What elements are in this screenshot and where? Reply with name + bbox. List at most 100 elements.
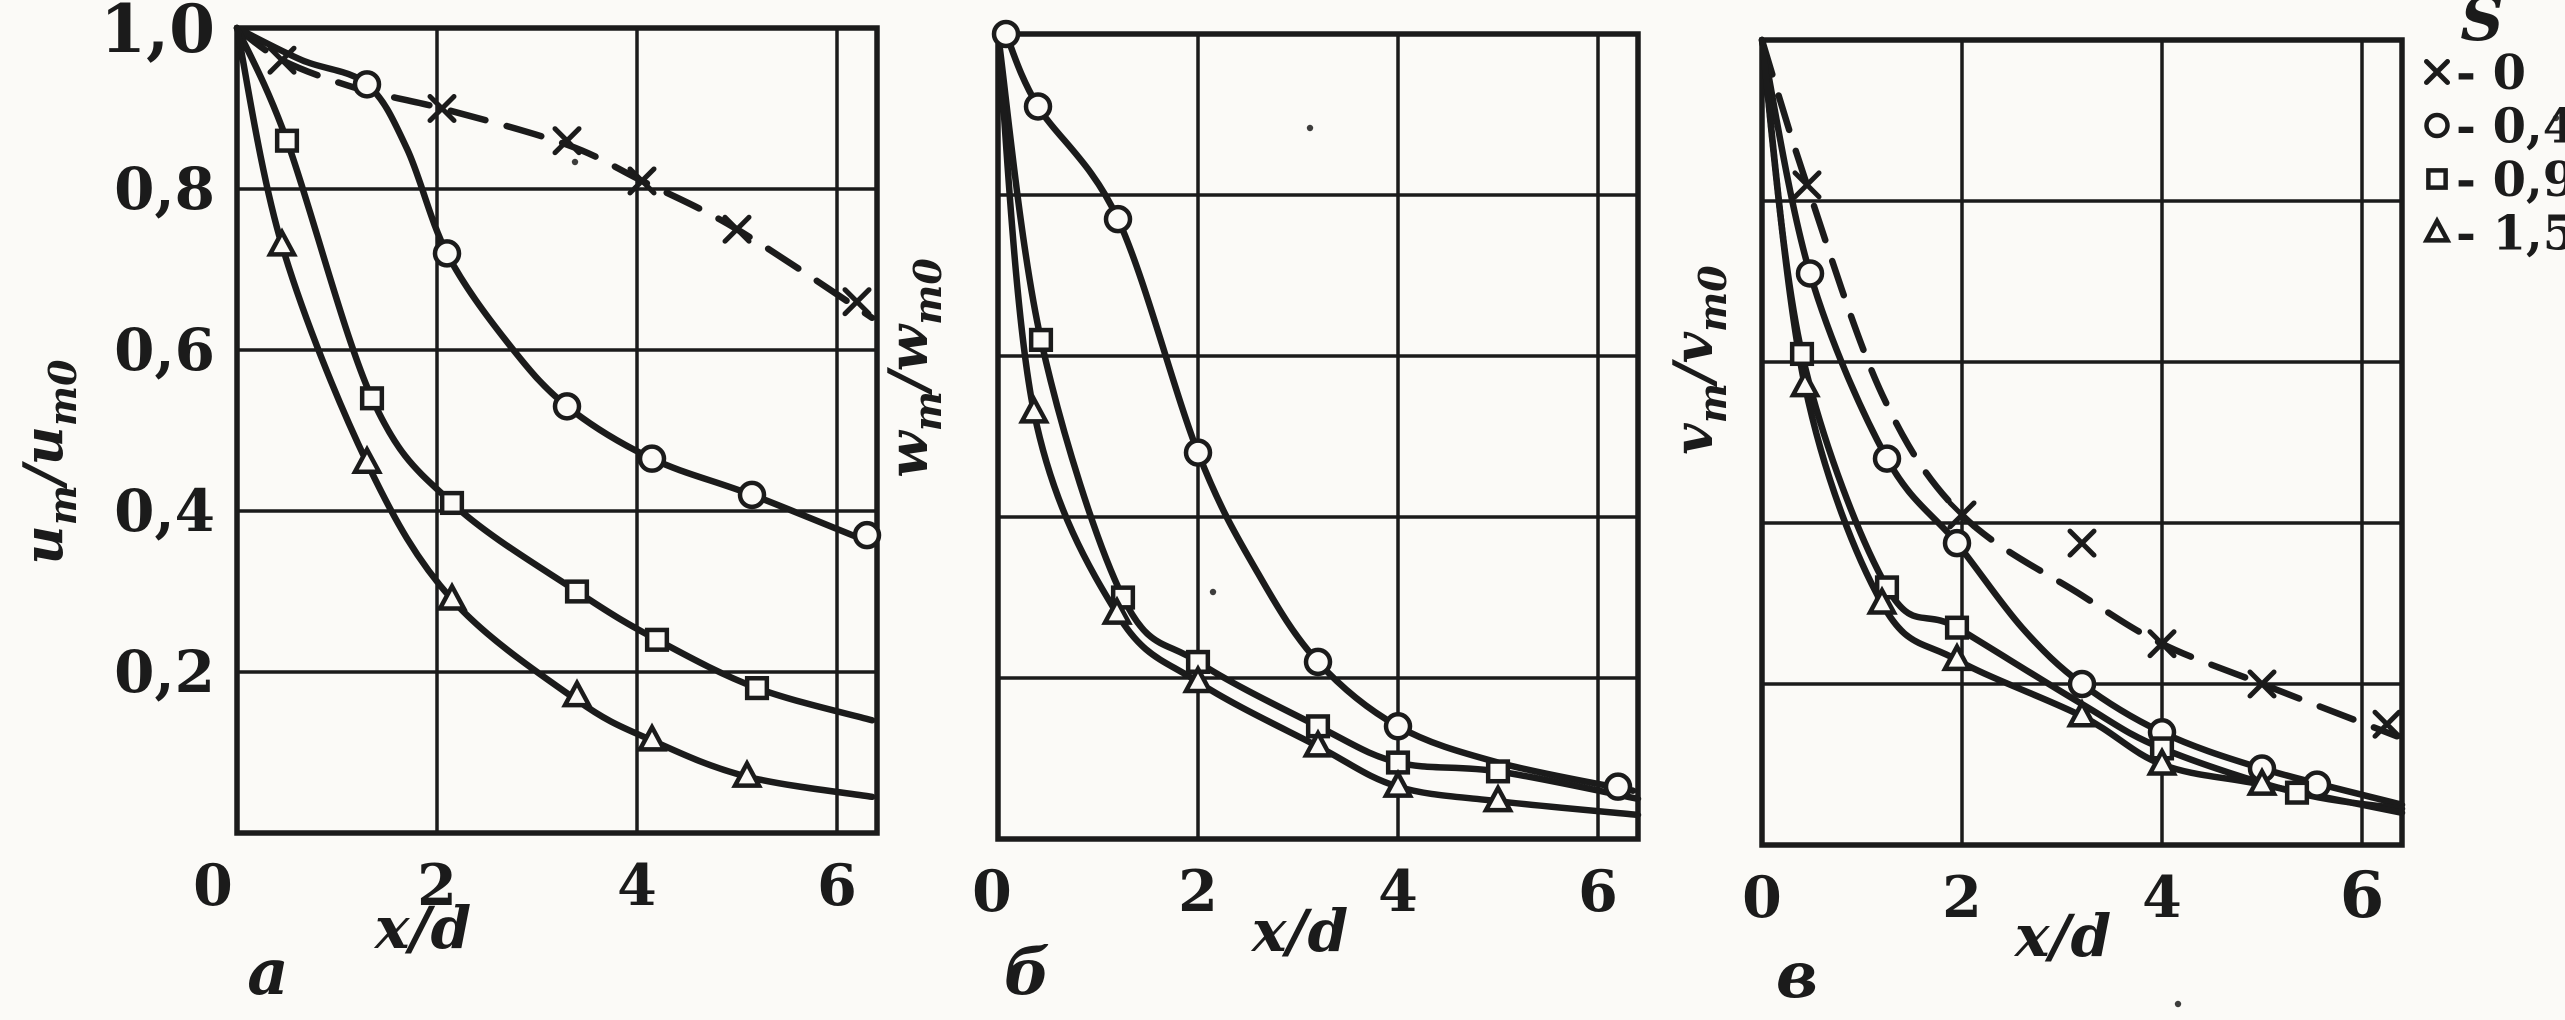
marker-triangle-icon [2066, 698, 2098, 728]
plot-border [234, 25, 880, 836]
marker-x-icon [2067, 528, 2097, 558]
marker-x-icon [722, 214, 752, 244]
marker-circle-icon [2424, 112, 2450, 139]
marker-square-icon [1485, 759, 1511, 784]
marker-square-icon [439, 490, 465, 516]
chart-panel-b: 0 2 4 6 x/d б wm​/wm0​ [876, 19, 1642, 1010]
curve-S0,94 [233, 24, 876, 724]
x-tick-label: 4 [1378, 858, 1418, 925]
legend-label: - 0,94 [2456, 152, 2565, 208]
marker-square-icon [1944, 615, 1970, 640]
marker-circle-icon [352, 70, 382, 99]
marker-square-icon [564, 579, 590, 604]
y-axis-title: wm​/wm0​ [876, 258, 950, 478]
panel-letter: в [1776, 938, 1818, 1013]
marker-triangle-icon [1382, 768, 1414, 798]
marker-triangle-icon [1018, 394, 1050, 424]
legend-title: S [2460, 0, 2503, 55]
scan-speck [571, 158, 579, 166]
marker-x-icon [1792, 170, 1822, 200]
marker-square-icon [2426, 168, 2448, 190]
marker-circle-icon [2067, 669, 2097, 699]
marker-triangle-icon [636, 722, 668, 752]
marker-circle-icon [432, 239, 462, 268]
legend: S- 0- 0,47- 0,94- 1,57 [2422, 0, 2565, 262]
marker-square-icon [1028, 327, 1054, 352]
marker-circle-icon [1603, 772, 1633, 801]
marker-circle-icon [1872, 444, 1902, 473]
marker-triangle-icon [1866, 585, 1898, 615]
marker-triangle-icon [561, 678, 593, 708]
marker-triangle-icon [2422, 216, 2452, 243]
y-tick-label: 0,4 [114, 477, 215, 545]
x-tick-label: 6 [1578, 858, 1618, 925]
curve-S0,47 [233, 24, 876, 547]
marker-triangle-icon [1482, 783, 1514, 813]
x-axis-title: x/d [373, 894, 471, 962]
panel-letter: б [1004, 935, 1050, 1010]
marker-square-icon [1789, 341, 1815, 367]
curve-S0,47 [1002, 30, 1637, 794]
marker-circle-icon [1795, 259, 1825, 288]
marker-circle-icon [552, 392, 582, 421]
x-tick-label: 6 [817, 852, 857, 919]
curve-S1,57 [994, 30, 1642, 819]
scan-speck [2552, 114, 2560, 122]
marker-x-icon [2147, 629, 2177, 659]
marker-square-icon [2284, 780, 2310, 805]
scan-speck [2174, 1000, 2182, 1008]
marker-x-icon [2372, 709, 2402, 739]
y-axis-title: vm​/vm0​ [1661, 265, 1735, 455]
plot-border [995, 31, 1641, 842]
marker-circle-icon [1303, 647, 1333, 677]
marker-circle-icon [852, 520, 882, 550]
y-tick-label: 0,2 [114, 638, 215, 706]
legend-label: - 0 [2456, 45, 2526, 101]
marker-x-icon [842, 287, 872, 317]
x-tick-label: 4 [2142, 864, 2182, 931]
marker-square-icon [359, 386, 385, 411]
marker-circle-icon [1023, 92, 1053, 121]
chart-panel-v: 0 2 4 6 x/d в vm​/vm0​ [1661, 36, 2406, 1013]
y-tick-label: 1,0 [100, 0, 215, 68]
marker-circle-icon [1383, 712, 1413, 741]
marker-triangle-icon [1789, 368, 1821, 398]
marker-triangle-icon [1941, 641, 1973, 672]
marker-triangle-icon [2146, 746, 2178, 776]
x-tick-label: 6 [2340, 858, 2385, 933]
legend-label: - 1,57 [2456, 206, 2565, 262]
marker-triangle-icon [1302, 728, 1334, 758]
x-tick-label: 4 [617, 852, 657, 919]
marker-triangle-icon [436, 581, 468, 611]
x-axis-title: x/d [2013, 902, 2111, 970]
marker-x-icon [1947, 500, 1977, 530]
marker-triangle-icon [1101, 595, 1133, 625]
x-tick-label: 2 [417, 852, 457, 919]
x-tick-label: 2 [1178, 858, 1218, 925]
marker-x-icon [2424, 59, 2450, 85]
marker-triangle-icon [2246, 766, 2278, 796]
legend-label: - 0,47 [2456, 99, 2565, 155]
marker-square-icon [744, 676, 770, 701]
marker-square-icon [274, 128, 300, 153]
x-axis-title: x/d [1250, 897, 1348, 965]
marker-circle-icon [637, 444, 667, 473]
y-tick-label: 0,8 [114, 155, 215, 223]
marker-circle-icon [991, 19, 1021, 49]
x-tick-label: 0 [972, 858, 1012, 925]
marker-x-icon [2247, 669, 2277, 699]
curve-S0 [1758, 36, 2401, 740]
marker-x-icon [427, 94, 457, 123]
marker-x-icon [552, 126, 582, 156]
panel-letter: а [247, 935, 288, 1010]
marker-x-icon [267, 45, 297, 75]
plot-border [1759, 37, 2405, 848]
marker-circle-icon [737, 480, 767, 510]
y-axis-title: um​/um0​ [11, 359, 85, 565]
marker-triangle-icon [351, 444, 383, 474]
scan-speck [1209, 588, 1217, 596]
x-tick-label: 0 [193, 852, 233, 919]
marker-circle-icon [1103, 204, 1133, 234]
